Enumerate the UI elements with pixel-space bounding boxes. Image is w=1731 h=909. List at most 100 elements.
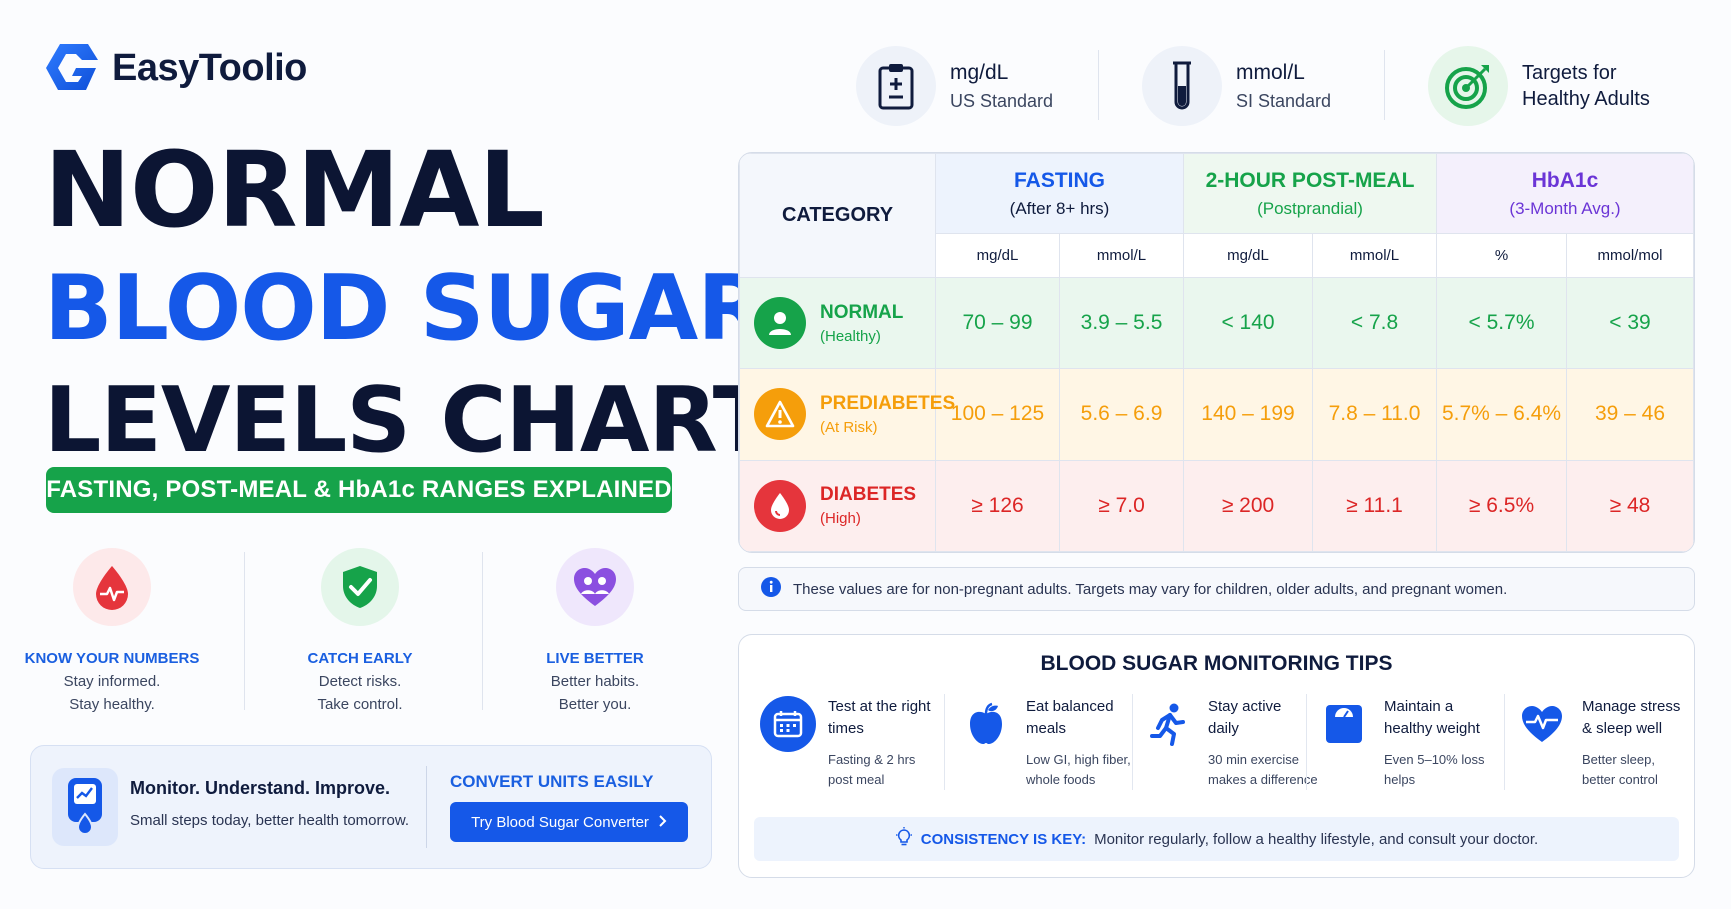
lightbulb-icon: [895, 827, 913, 851]
tip-detail: 30 min exercise: [1208, 751, 1300, 767]
converter-button-label: Try Blood Sugar Converter: [471, 813, 649, 831]
tip-detail: Better sleep,: [1582, 751, 1655, 767]
unit-header: mmol/L: [1312, 233, 1438, 278]
table-cell: < 140: [1183, 276, 1314, 370]
table-cell: < 5.7%: [1436, 276, 1568, 370]
divider: [1132, 694, 1133, 790]
feature-know-numbers: KNOW YOUR NUMBERS Stay informed. Stay he…: [2, 548, 222, 713]
table-row-diabetes: DIABETES (High) ≥ 126 ≥ 7.0 ≥ 200 ≥ 11.1…: [739, 459, 1694, 552]
tip-heading: Manage stress: [1582, 698, 1681, 715]
category-sub: (At Risk): [820, 418, 878, 436]
category-header: CATEGORY: [739, 153, 936, 278]
fasting-header: FASTING (After 8+ hrs): [934, 153, 1185, 234]
group-title: HbA1c: [1531, 168, 1599, 192]
consistency-label: CONSISTENCY IS KEY:: [920, 830, 1087, 848]
clipboard-plus-icon: [856, 46, 936, 126]
test-tube-icon: [1142, 46, 1222, 126]
tip-heading: Test at the right: [828, 698, 931, 715]
feature-title: LIVE BETTER: [546, 650, 644, 667]
unit-mmol: mmol/L SI Standard: [1142, 46, 1331, 126]
target-icon: [1428, 46, 1508, 126]
brand-name: EasyToolio: [112, 46, 307, 89]
tip-heading: daily: [1208, 719, 1239, 737]
category-name: PREDIABETES: [820, 392, 956, 414]
category-sub: (High): [820, 510, 861, 528]
feature-title: CATCH EARLY: [307, 650, 413, 667]
divider: [1504, 694, 1505, 790]
group-sub: (After 8+ hrs): [1009, 198, 1110, 218]
divider: [1384, 50, 1385, 120]
unit-header: mg/dL: [935, 233, 1060, 278]
info-icon: [761, 577, 781, 601]
tip-heading: healthy weight: [1384, 719, 1480, 737]
scale-icon: [1316, 696, 1372, 752]
divider: [426, 766, 427, 848]
group-sub: (Postprandial): [1257, 198, 1363, 218]
table-cell: ≥ 48: [1566, 459, 1694, 552]
subtitle-banner: FASTING, POST-MEAL & HbA1c RANGES EXPLAI…: [46, 467, 672, 513]
category-cell: PREDIABETES (At Risk): [739, 368, 955, 461]
table-cell: 7.8 – 11.0: [1312, 368, 1438, 461]
table-cell: ≥ 200: [1183, 459, 1314, 552]
table-cell: < 7.8: [1312, 276, 1438, 370]
divider: [482, 552, 483, 710]
tip-stay-active: Stay active daily 30 min exercise makes …: [1140, 696, 1318, 791]
feature-title: KNOW YOUR NUMBERS: [24, 650, 200, 667]
tip-stress-sleep: Manage stress & sleep well Better sleep,…: [1514, 696, 1680, 791]
convert-title: CONVERT UNITS EASILY: [450, 772, 654, 791]
group-title: 2-HOUR POST-MEAL: [1205, 168, 1415, 192]
tip-detail: whole foods: [1026, 772, 1096, 788]
table-cell: 140 – 199: [1183, 368, 1314, 461]
feature-line: Stay informed.: [63, 673, 161, 690]
blood-sugar-converter-button[interactable]: Try Blood Sugar Converter: [450, 802, 688, 842]
tips-title: BLOOD SUGAR MONITORING TIPS: [1040, 652, 1393, 675]
unit-sub: US Standard: [950, 90, 1054, 111]
tip-heading: & sleep well: [1582, 719, 1663, 737]
brand-logo: EasyToolio: [44, 40, 307, 96]
tip-heading: times: [828, 719, 864, 737]
tip-detail: Low GI, high fiber,: [1026, 751, 1131, 767]
table-cell: 3.9 – 5.5: [1058, 276, 1185, 370]
feature-catch-early: CATCH EARLY Detect risks. Take control.: [250, 548, 470, 713]
calendar-clock-icon: [760, 696, 816, 752]
table-cell: 39 – 46: [1566, 368, 1694, 461]
divider: [1306, 694, 1307, 790]
heart-pulse-icon: [1514, 696, 1570, 752]
tip-detail: helps: [1384, 772, 1416, 788]
blood-drop-pulse-icon: [73, 548, 151, 626]
table-cell: < 39: [1566, 276, 1694, 370]
unit-header: %: [1436, 233, 1568, 278]
easytoolio-logo-icon: [46, 44, 98, 90]
glucose-meter-icon: [52, 768, 118, 846]
tip-balanced-meals: Eat balanced meals Low GI, high fiber, w…: [958, 696, 1131, 791]
heart-people-icon: [556, 548, 634, 626]
info-note: These values are for non-pregnant adults…: [738, 567, 1695, 611]
category-name: NORMAL: [820, 301, 904, 323]
post-meal-header: 2-HOUR POST-MEAL (Postprandial): [1183, 153, 1438, 234]
blood-drop-icon: [754, 479, 806, 532]
group-title: FASTING: [1014, 168, 1106, 192]
divider: [244, 552, 245, 710]
chevron-right-icon: [659, 814, 667, 831]
person-icon: [754, 297, 806, 350]
tip-heading: Eat balanced: [1026, 698, 1114, 715]
tip-test-times: Test at the right times Fasting & 2 hrs …: [760, 696, 931, 791]
monitor-subtitle: Small steps today, better health tomorro…: [130, 812, 410, 829]
table-cell: ≥ 6.5%: [1436, 459, 1568, 552]
targets-label: Targets for: [1522, 62, 1617, 84]
unit-header: mmol/L: [1058, 233, 1185, 278]
feature-live-better: LIVE BETTER Better habits. Better you.: [485, 548, 705, 713]
unit-header: mmol/mol: [1566, 233, 1694, 278]
warning-icon: [754, 388, 806, 441]
tip-detail: better control: [1582, 772, 1658, 788]
table-cell: 100 – 125: [935, 368, 1060, 461]
category-sub: (Healthy): [820, 327, 881, 345]
unit-mgdl: mg/dL US Standard: [856, 46, 1053, 126]
category-cell: DIABETES (High): [739, 459, 936, 552]
feature-line: Detect risks.: [318, 673, 402, 690]
table-cell: ≥ 11.1: [1312, 459, 1438, 552]
title-line-2: BLOOD SUGAR: [44, 256, 767, 361]
title-line-1: NORMAL: [44, 129, 545, 251]
consistency-banner: CONSISTENCY IS KEY: Monitor regularly, f…: [754, 817, 1679, 861]
unit-header: mg/dL: [1183, 233, 1314, 278]
